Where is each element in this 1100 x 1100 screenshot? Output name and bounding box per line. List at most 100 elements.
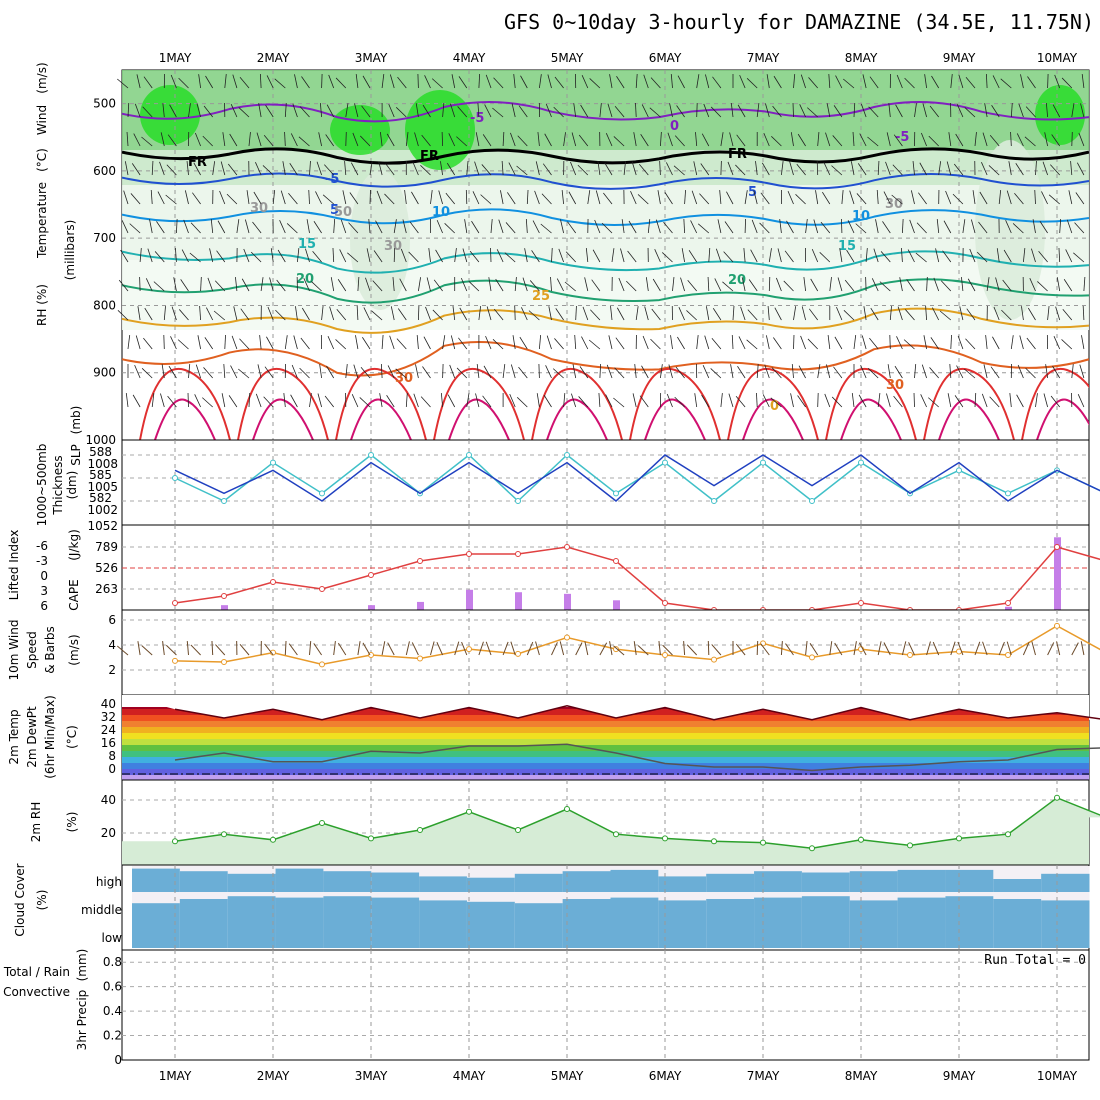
contour-label: 10	[852, 209, 870, 224]
wind-barb	[635, 306, 639, 321]
wind-barb	[517, 135, 528, 147]
wind-barb	[217, 220, 226, 234]
thickness-line-point	[1005, 490, 1011, 497]
wind-barb	[738, 336, 746, 350]
thickness-line-point	[858, 459, 864, 466]
wind-barb	[916, 222, 927, 234]
wind-barb	[263, 135, 274, 147]
wind-barb	[385, 163, 395, 176]
wind10-barb	[526, 641, 534, 656]
wind-barb	[582, 306, 589, 321]
wind-barb	[939, 310, 952, 321]
cloud-cell	[706, 920, 755, 948]
upper-ylabel-wind: Wind	[35, 105, 49, 135]
wind10-barb	[858, 642, 867, 656]
wind-barb	[1009, 393, 1012, 408]
wind10-barb	[1031, 641, 1036, 656]
wind-barb	[466, 161, 469, 176]
wind10-barb	[551, 642, 558, 656]
wind-barb	[668, 364, 673, 379]
wind-barb	[1079, 364, 1085, 379]
chart-title: GFS 0~10day 3-hourly for DAMAZINE (34.5E…	[503, 10, 1094, 34]
wind-barb	[475, 132, 480, 147]
wind10-barb	[1047, 642, 1055, 656]
wind-barb	[546, 335, 552, 350]
upper-y-tick: 700	[93, 231, 116, 245]
wind-barb	[705, 306, 710, 321]
wind-barb	[389, 74, 395, 89]
wind-barb	[875, 219, 879, 234]
wind-barb	[360, 367, 371, 379]
wind-speed-line-point	[711, 656, 717, 663]
wind-barb	[558, 248, 564, 263]
contour-FR	[122, 147, 1089, 165]
wind-barb	[457, 106, 468, 118]
wind-barb	[687, 280, 698, 292]
wind-barb	[412, 161, 419, 176]
wind-barb	[756, 392, 758, 408]
wind-barb	[589, 78, 601, 89]
wind-barb	[422, 104, 431, 118]
wind-barb	[405, 393, 408, 408]
wind-barb	[736, 134, 746, 147]
top-date-label: 6MAY	[649, 51, 682, 65]
contour-10	[122, 208, 1089, 226]
wind-barb	[771, 367, 782, 379]
wind-barb	[992, 336, 1000, 350]
wind10-barb	[387, 642, 395, 656]
cloud-cell	[849, 871, 899, 892]
wind-barb	[956, 365, 964, 379]
wind-barb	[858, 394, 867, 408]
wind-barb	[440, 161, 443, 176]
wind-barb	[575, 305, 577, 321]
contour-label: 15	[838, 239, 856, 254]
wind10-barb	[430, 641, 435, 656]
wind-barb	[392, 277, 395, 292]
wind-barb	[581, 75, 589, 89]
wind-barb	[931, 75, 940, 89]
wind-barb	[703, 103, 710, 118]
cloud-cell	[897, 920, 946, 948]
wind-barb	[324, 395, 335, 408]
wind10-barb	[1071, 642, 1079, 656]
wind-barb	[511, 103, 516, 118]
wind-barb	[1014, 193, 1024, 205]
wind-barb	[435, 249, 443, 263]
slp-ylabel-thick2: Thickness	[51, 455, 65, 515]
li-line-point	[270, 579, 276, 585]
wind-barb	[126, 132, 129, 147]
wind-barb	[1043, 393, 1048, 408]
bottom-date-label: 7MAY	[747, 1069, 780, 1083]
wind-barb	[210, 219, 214, 234]
wind-barb	[1054, 74, 1061, 89]
wind-barb	[760, 192, 770, 205]
wind-barb	[570, 161, 577, 176]
wind-barb	[882, 221, 891, 234]
wind10-barb	[926, 641, 931, 656]
wind-barb	[886, 132, 891, 147]
temp-band	[122, 775, 1089, 781]
wind-barb	[151, 393, 155, 408]
contour-15	[122, 250, 1089, 274]
wind10-barb	[1080, 641, 1085, 656]
wind-barb	[771, 135, 782, 147]
cloud-cell	[945, 869, 994, 892]
wind-barb	[1044, 132, 1048, 147]
wind-barb	[414, 132, 419, 147]
wind-barb	[651, 308, 661, 321]
wind-barb	[567, 221, 577, 234]
contour-label: -5	[895, 130, 909, 145]
temp-ylabel-1: 2m Temp	[7, 709, 21, 764]
wind-ylabel-3: & Barbs	[43, 626, 57, 674]
cloud-cell	[562, 899, 611, 920]
wind10-barb	[141, 645, 153, 656]
wind-barb	[131, 163, 141, 176]
wind-barb	[790, 132, 794, 147]
wind-barb	[493, 77, 504, 89]
wind-barb	[618, 277, 625, 292]
wind-barb	[877, 160, 880, 176]
wind-barb	[729, 132, 734, 147]
wind-barb	[291, 364, 298, 379]
wind-barb	[891, 194, 903, 205]
